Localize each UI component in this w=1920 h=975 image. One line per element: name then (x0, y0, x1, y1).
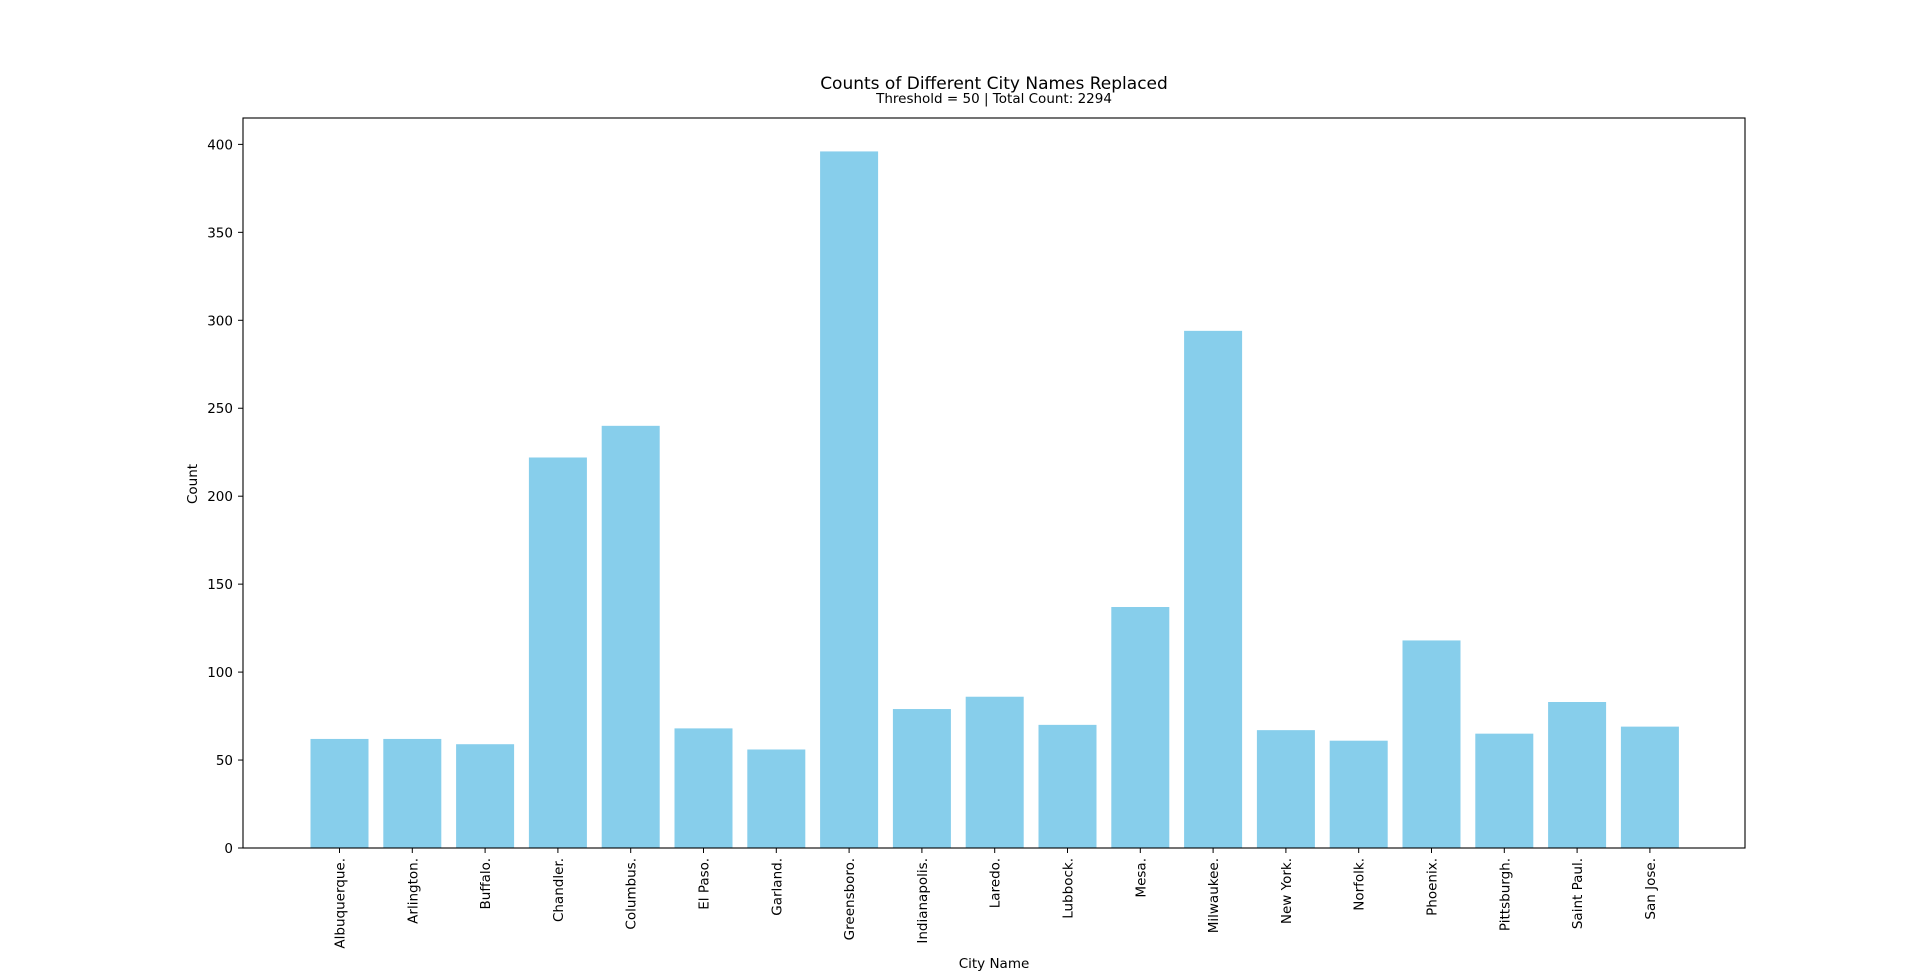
bar-albuquerque (310, 738, 369, 848)
bar-buffalo (456, 744, 515, 848)
bar-chandler (528, 457, 587, 848)
y-tick-label: 100 (207, 665, 233, 681)
x-tick-label: Buffalo. (478, 858, 494, 909)
bar-greensboro (820, 151, 879, 848)
x-tick-label: Phoenix. (1425, 858, 1441, 916)
bar-laredo (965, 696, 1024, 848)
bar-mesa (1111, 607, 1170, 848)
x-tick-label: Chandler. (551, 858, 567, 922)
plot-frame (242, 117, 1746, 849)
y-tick-label: 300 (207, 313, 233, 329)
y-axis: 0 50 100 150 200 250 300 350 400 (207, 137, 243, 857)
x-axis-label: City Name (959, 956, 1030, 972)
bar-lubbock (1038, 724, 1097, 848)
bar-saint-paul (1548, 702, 1607, 848)
x-tick-label: Norfolk. (1352, 858, 1368, 911)
bars-layer (310, 151, 1679, 848)
bar-san-jose (1620, 726, 1679, 848)
x-tick-label: Albuquerque. (333, 858, 349, 949)
x-tick-label: Laredo. (988, 858, 1004, 908)
x-tick-label: Pittsburgh. (1497, 858, 1513, 931)
x-tick-label: Milwaukee. (1206, 858, 1222, 933)
bar-indianapolis (892, 709, 951, 848)
x-axis: Albuquerque. Arlington. Buffalo. Chandler. C… (333, 848, 1659, 949)
bar-norfolk (1329, 740, 1388, 848)
x-tick-label: Saint Paul. (1570, 858, 1586, 929)
y-tick-label: 250 (207, 401, 233, 417)
y-tick-label: 400 (207, 137, 233, 153)
y-tick-label: 150 (207, 577, 233, 593)
x-tick-label: San Jose. (1643, 858, 1659, 920)
bar-milwaukee (1184, 330, 1243, 848)
bar-el-paso (674, 728, 733, 848)
x-tick-label: Arlington. (405, 858, 421, 924)
y-tick-label: 200 (207, 489, 233, 505)
bar-new-york (1256, 730, 1315, 848)
bar-phoenix (1402, 640, 1461, 848)
x-tick-label: Lubbock. (1061, 858, 1077, 919)
chart-subtitle: Threshold = 50 | Total Count: 2294 (875, 91, 1112, 107)
bar-columbus (601, 425, 660, 848)
x-tick-label: Mesa. (1133, 858, 1149, 898)
y-tick-label: 0 (224, 841, 233, 857)
y-tick-label: 50 (216, 753, 233, 769)
y-axis-label: Count (185, 464, 201, 504)
x-tick-label: Columbus. (624, 858, 640, 930)
x-tick-label: El Paso. (697, 858, 713, 910)
x-tick-label: Garland. (769, 858, 785, 916)
bar-garland (747, 749, 806, 848)
chart-title: Counts of Different City Names Replaced (820, 74, 1168, 94)
x-tick-label: Indianapolis. (915, 858, 931, 944)
x-tick-label: Greensboro. (842, 858, 858, 940)
x-tick-label: New York. (1279, 858, 1295, 924)
bar-arlington (383, 738, 442, 848)
bar-pittsburgh (1475, 733, 1534, 848)
y-tick-label: 350 (207, 225, 233, 241)
